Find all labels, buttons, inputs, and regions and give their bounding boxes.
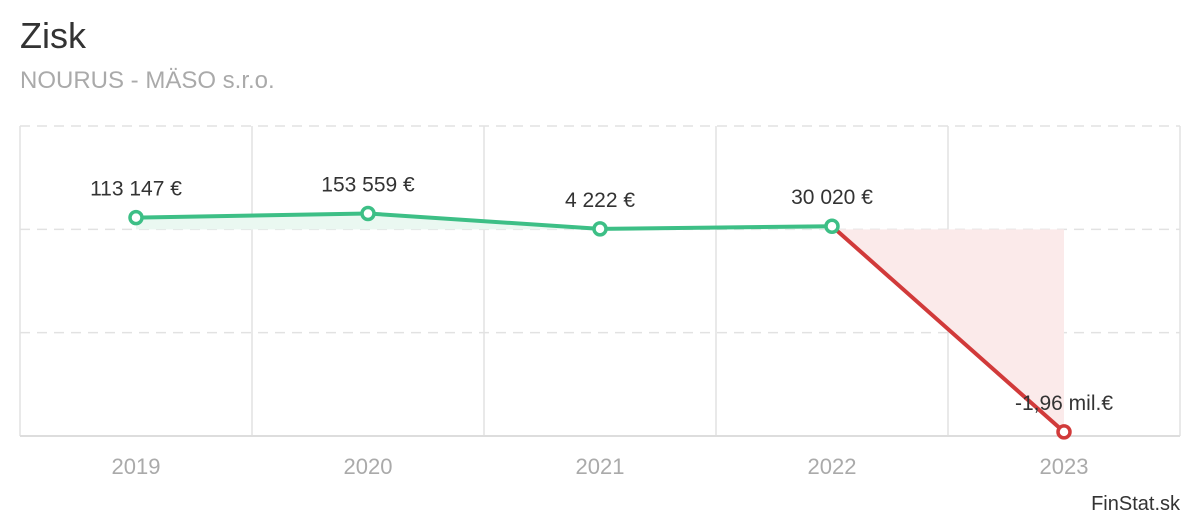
x-axis-ticks: 2019 2020 2021 2022 2023: [112, 454, 1089, 479]
data-label-2023: -1,96 mil.€: [1015, 392, 1113, 415]
positive-line-segment: [134, 211, 370, 220]
chart-subtitle: NOURUS - MÄSO s.r.o.: [20, 67, 275, 94]
data-label-2021: 4 222 €: [565, 189, 635, 212]
data-point-2022[interactable]: [824, 218, 840, 234]
negative-line-segment: [830, 224, 1066, 434]
data-label-2019: 113 147 €: [90, 178, 182, 201]
data-point-2019[interactable]: [128, 209, 144, 226]
data-label-2020: 153 559 €: [321, 173, 415, 196]
positive-line-segment: [366, 211, 602, 231]
data-point-2020[interactable]: [360, 205, 376, 222]
area-fills: [136, 213, 1064, 432]
vertical-gridlines: [19, 126, 1181, 436]
x-tick-2021: 2021: [576, 454, 625, 479]
data-label-2022: 30 020 €: [791, 186, 873, 209]
x-tick-2020: 2020: [344, 454, 393, 479]
data-point-2021[interactable]: [592, 221, 608, 237]
x-tick-2022: 2022: [808, 454, 857, 479]
series-lines: [134, 211, 1066, 434]
chart-title: Zisk: [20, 15, 86, 56]
positive-line-segment: [598, 224, 834, 231]
source-credit[interactable]: FinStat.sk: [1091, 493, 1180, 515]
x-tick-2023: 2023: [1040, 454, 1089, 479]
data-labels: 113 147 € 153 559 € 4 222 € 30 020 € -1,96 m…: [90, 173, 1113, 414]
data-points: [128, 205, 1072, 440]
x-tick-2019: 2019: [112, 454, 161, 479]
data-point-2023[interactable]: [1056, 424, 1072, 440]
